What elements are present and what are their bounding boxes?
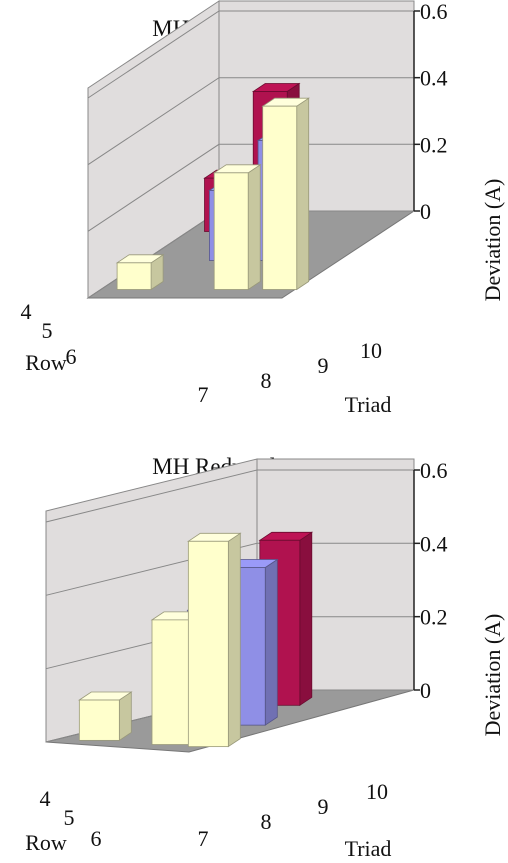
z-tick-label: 0.4 xyxy=(420,66,448,91)
z-tick-label: 0 xyxy=(420,678,431,703)
chart-panel-1: MH Reduced Distance(X = OH)00.20.40.6789… xyxy=(21,0,506,417)
x-tick-label: 7 xyxy=(198,826,209,851)
bar-7-row-6 xyxy=(115,254,165,291)
bar-front xyxy=(151,619,193,745)
bar-side xyxy=(247,164,261,291)
gridline xyxy=(87,143,414,232)
y-axis-label: Row xyxy=(25,350,67,375)
bar-front xyxy=(262,105,298,290)
bar-front xyxy=(213,172,249,290)
bar-7-row-6 xyxy=(77,691,133,742)
bar-side xyxy=(227,532,241,748)
bar-front xyxy=(187,540,229,748)
gridline xyxy=(87,10,414,99)
z-tick-label: 0.2 xyxy=(420,605,448,630)
y-tick-label: 5 xyxy=(42,318,53,343)
z-tick-label: 0.4 xyxy=(420,531,448,556)
x-axis-label: Triad xyxy=(345,836,392,861)
bar-9-row-6 xyxy=(212,164,262,291)
bar-front xyxy=(78,699,120,741)
gridline xyxy=(87,77,414,166)
x-tick-label: 10 xyxy=(360,338,382,363)
bar-side xyxy=(264,558,278,726)
z-tick-label: 0.6 xyxy=(420,458,448,483)
x-tick-label: 9 xyxy=(318,353,329,378)
z-axis-label: Deviation (A) xyxy=(480,179,505,302)
chart-panel-2: MH Reduced Distance(X = NH2)00.20.40.678… xyxy=(25,454,505,861)
y-tick-label: 4 xyxy=(40,786,51,811)
x-axis-label: Triad xyxy=(345,392,392,417)
z-tick-label: 0.6 xyxy=(420,0,448,24)
bar-10-row-6 xyxy=(261,97,311,291)
y-tick-label: 6 xyxy=(91,826,102,851)
x-tick-label: 9 xyxy=(318,794,329,819)
x-tick-label: 8 xyxy=(261,368,272,393)
x-tick-label: 7 xyxy=(198,382,209,407)
x-tick-label: 10 xyxy=(366,779,388,804)
bar-side xyxy=(296,97,310,291)
y-tick-label: 6 xyxy=(66,344,77,369)
x-tick-label: 8 xyxy=(261,809,272,834)
z-tick-label: 0 xyxy=(420,199,431,224)
bar-side xyxy=(299,531,313,707)
gridline xyxy=(45,469,414,523)
bar-front xyxy=(116,262,152,290)
y-tick-label: 5 xyxy=(64,805,75,830)
bar-10-row-6 xyxy=(186,532,242,748)
gridline xyxy=(45,542,414,596)
z-axis-label: Deviation (A) xyxy=(480,614,505,737)
y-tick-label: 4 xyxy=(21,299,32,324)
z-tick-label: 0.2 xyxy=(420,132,448,157)
y-axis-label: Row xyxy=(25,830,67,855)
